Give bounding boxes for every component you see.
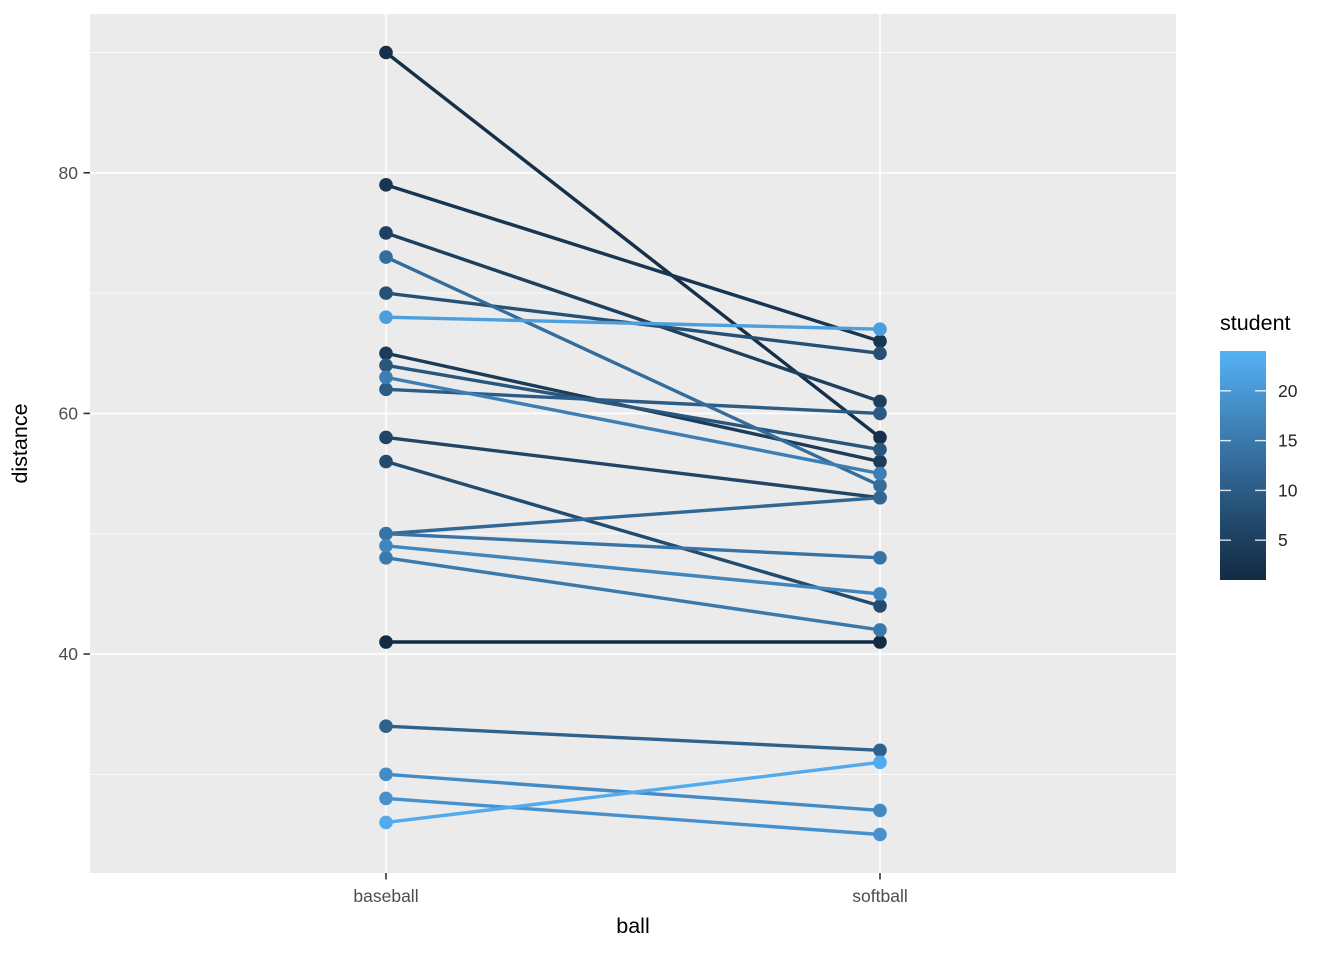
data-line [385,556,881,632]
data-point-softball [873,442,887,457]
data-point-softball [873,587,887,601]
data-point-baseball [379,815,393,830]
data-point-baseball [379,538,393,553]
data-point-softball [873,803,887,818]
plot-panel [90,14,1176,873]
y-axis-tick-label: 60 [59,403,79,423]
data-point-baseball [379,791,393,806]
data-point-softball [873,466,887,481]
data-point-baseball [379,310,393,324]
x-axis-tick-label: baseball [353,886,418,906]
legend-tick-label: 20 [1278,381,1298,401]
data-line [385,315,881,331]
y-axis-tick-label: 80 [59,163,79,183]
data-point-softball [873,743,887,758]
data-point-baseball [379,358,393,373]
data-line [385,231,881,404]
data-line [385,375,881,476]
data-point-baseball [379,767,393,782]
data-point-baseball [379,719,393,734]
data-point-baseball [379,382,393,397]
x-axis-title: ball [616,914,649,938]
data-line [385,495,881,536]
data-point-softball [873,635,887,649]
data-point-softball [873,406,887,421]
data-line [385,760,881,825]
data-line [385,183,881,343]
y-axis-title: distance [8,403,32,483]
legend-colorbar [1220,351,1266,580]
legend-title: student [1220,311,1291,335]
data-point-softball [873,490,887,505]
data-point-baseball [379,430,393,445]
data-line [385,255,881,488]
data-point-baseball [379,370,393,385]
data-point-baseball [379,286,393,300]
data-point-baseball [379,178,393,192]
data-point-softball [873,623,887,637]
data-point-baseball [379,346,393,361]
y-axis-tick-label: 40 [59,644,79,664]
data-line [385,796,881,837]
legend-tick-label: 5 [1278,530,1288,550]
legend-tick-label: 15 [1278,431,1297,451]
data-point-softball [873,346,887,361]
data-point-baseball [379,526,393,541]
data-line [385,544,881,596]
data-line [385,459,881,608]
data-point-softball [873,599,887,613]
data-point-softball [873,334,887,349]
data-point-softball [873,755,887,770]
data-point-softball [873,394,887,409]
data-point-baseball [379,454,393,469]
data-point-baseball [379,550,393,565]
data-line [385,435,881,500]
data-point-softball [873,478,887,493]
data-point-softball [873,430,887,445]
legend-tick-label: 10 [1278,480,1298,500]
data-line [385,532,881,560]
x-axis-tick-label: softball [852,886,907,906]
data-point-softball [873,550,887,565]
data-point-baseball [379,635,393,649]
data-point-softball [873,322,887,337]
data-line [385,363,881,452]
data-point-baseball [379,45,393,60]
data-point-baseball [379,250,393,264]
data-point-softball [873,827,887,842]
data-point-softball [873,454,887,469]
data-point-baseball [379,226,393,240]
data-line [385,724,881,752]
